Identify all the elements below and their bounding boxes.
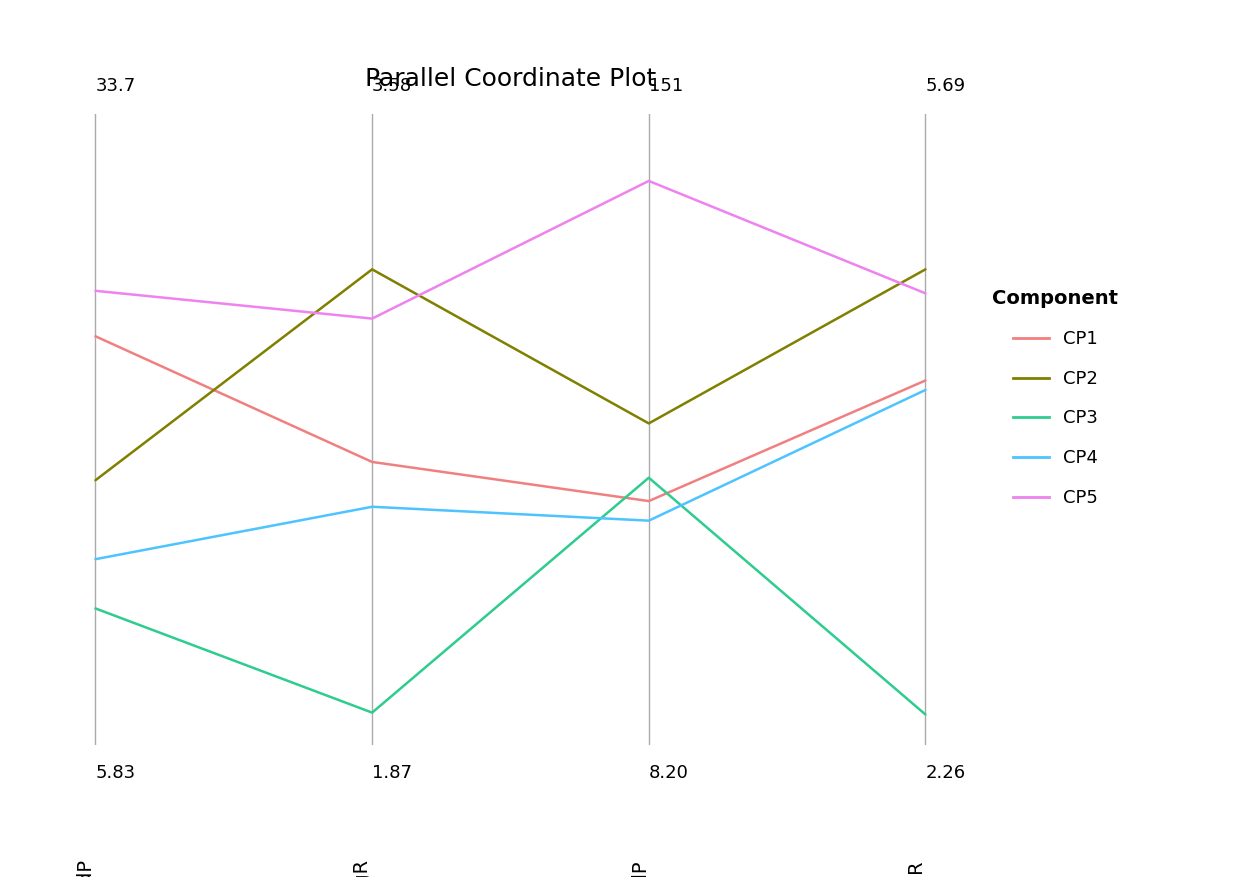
Line: CP4: CP4	[96, 390, 925, 560]
Text: UT.MidP: UT.MidP	[630, 859, 649, 877]
Legend: CP1, CP2, CP3, CP4, CP5: CP1, CP2, CP3, CP4, CP5	[985, 282, 1125, 514]
Line: CP2: CP2	[96, 269, 925, 481]
CP4	[365, 502, 380, 512]
Text: 8.20: 8.20	[649, 765, 688, 782]
CP3	[918, 709, 933, 720]
CP2	[88, 475, 103, 486]
Text: 2.26: 2.26	[925, 765, 966, 782]
Title: Parallel Coordinate Plot: Parallel Coordinate Plot	[365, 68, 656, 91]
CP5	[88, 286, 103, 296]
Text: 5.83: 5.83	[96, 765, 136, 782]
CP3	[365, 708, 380, 718]
Line: CP1: CP1	[96, 336, 925, 501]
CP1	[918, 375, 933, 386]
CP4	[918, 385, 933, 396]
Line: CP3: CP3	[96, 478, 925, 715]
CP1	[641, 496, 656, 506]
CP2	[365, 264, 380, 275]
CP5	[918, 288, 933, 298]
Text: 33.7: 33.7	[96, 77, 136, 95]
Text: 3.58: 3.58	[372, 77, 412, 95]
CP2	[918, 264, 933, 275]
CP1	[88, 331, 103, 341]
CP1	[365, 457, 380, 467]
Text: 1.87: 1.87	[372, 765, 412, 782]
CP3	[641, 473, 656, 483]
Text: UT.LogR: UT.LogR	[906, 859, 925, 877]
Text: AT.LogR: AT.LogR	[354, 859, 372, 877]
CP4	[88, 554, 103, 565]
CP4	[641, 516, 656, 526]
Line: CP5: CP5	[96, 181, 925, 318]
CP5	[365, 313, 380, 324]
CP2	[641, 418, 656, 429]
CP5	[641, 175, 656, 186]
Text: 151: 151	[649, 77, 684, 95]
CP3	[88, 603, 103, 614]
Text: 5.69: 5.69	[925, 77, 966, 95]
Text: AT.MidP: AT.MidP	[76, 859, 96, 877]
